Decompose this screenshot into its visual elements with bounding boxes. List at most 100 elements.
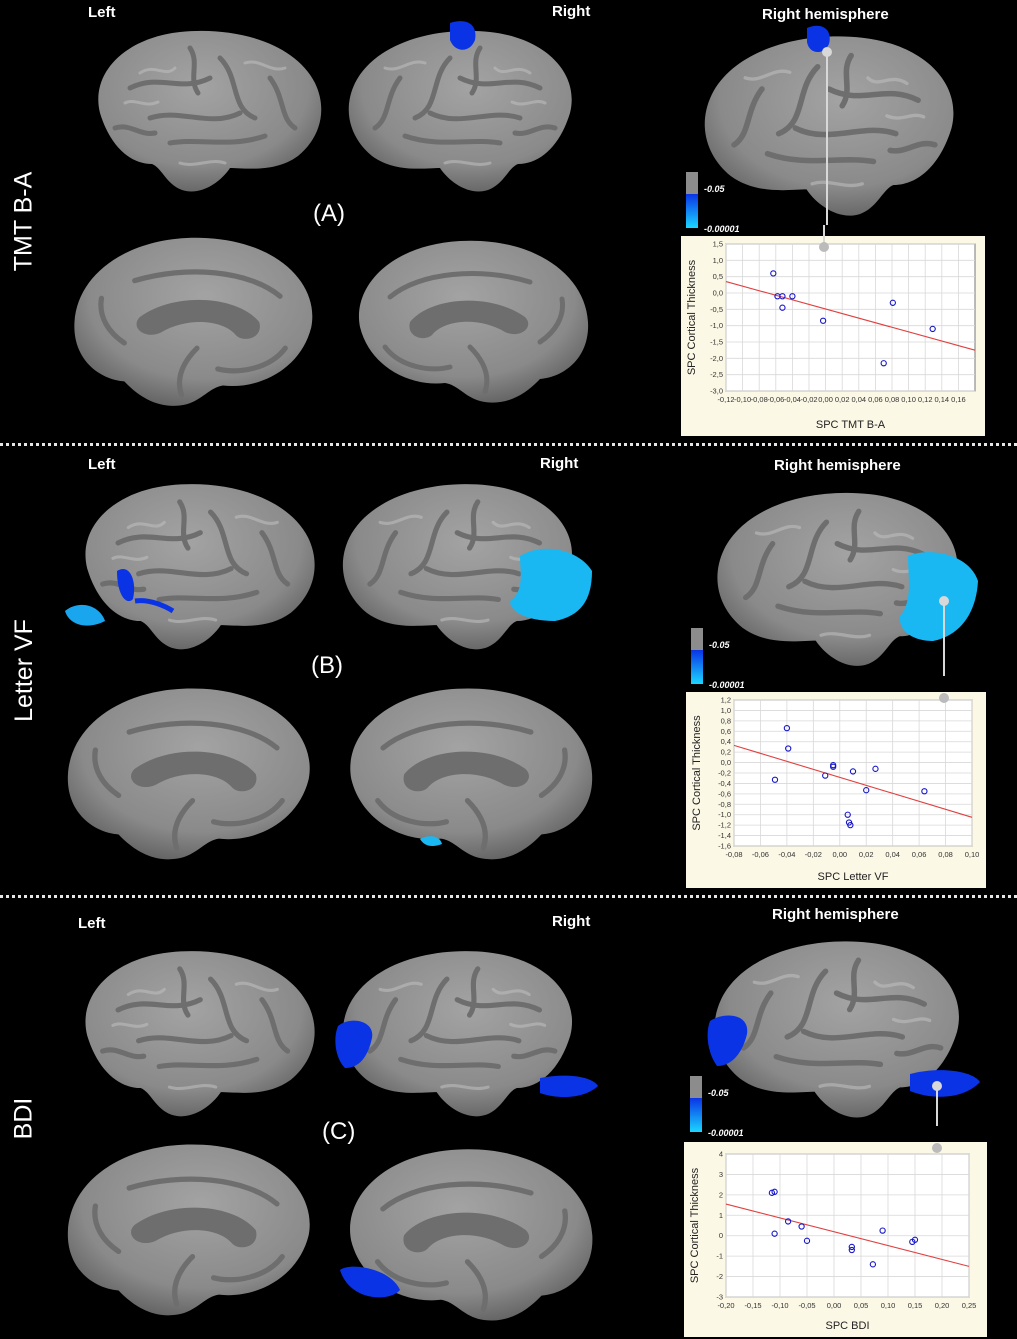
data-point [779,293,786,300]
cluster-highlight [450,21,476,50]
y-tick-label: 0,5 [713,272,723,281]
y-tick-label: 0,0 [721,758,731,767]
x-tick-label: 0,06 [868,395,883,404]
data-point [848,1246,855,1254]
y-tick-label: -0,8 [718,800,731,809]
rh-brain [708,476,978,676]
rh-brain [695,25,985,225]
data-point [771,776,779,783]
y-tick-label: -0,6 [718,789,731,798]
panel-divider [0,443,1017,446]
right-medial-brain [340,1130,605,1330]
y-axis-label: SPC Cortical Thickness [686,259,698,375]
x-tick-label: -0,15 [744,1301,761,1310]
data-point [784,1218,792,1225]
y-tick-label: -1,2 [718,821,731,830]
y-tick-label: 2 [719,1190,723,1199]
rh-label: Right hemisphere [772,906,899,923]
right-lateral-brain [335,938,598,1123]
x-tick-label: -0,08 [725,850,742,859]
rh-brain [707,926,980,1126]
y-tick-label: -0,5 [710,305,723,314]
x-tick-label: 0,10 [965,850,980,859]
x-tick-label: -0,05 [798,1301,815,1310]
left-lateral-brain [65,471,325,656]
x-tick-label: 0,15 [908,1301,923,1310]
y-tick-label: -2,0 [710,354,723,363]
y-tick-label: 3 [719,1170,723,1179]
x-axis-label: SPC TMT B-A [816,419,886,431]
y-axis-label: SPC Cortical Thickness [691,715,703,831]
data-point [863,787,870,794]
data-point [872,765,879,772]
y-tick-label: -1,4 [718,831,731,840]
x-tick-label: 0,16 [951,395,966,404]
data-point [848,1243,855,1251]
regression-line [725,1203,970,1267]
data-point [921,788,928,795]
y-tick-label: 0,6 [721,727,731,736]
x-tick-label: -0,10 [771,1301,788,1310]
left-medial-brain [55,1130,330,1320]
y-tick-label: 0,0 [713,289,723,298]
x-tick-label: 0,04 [885,850,900,859]
y-tick-label: 0,8 [721,716,731,725]
y-tick-label: -1 [716,1252,723,1261]
left-hemisphere-label: Left [78,915,106,932]
y-tick-label: 0 [719,1231,723,1240]
data-point [830,763,837,770]
y-tick-label: -3,0 [710,387,723,396]
data-point [803,1237,811,1244]
left-hemisphere-label: Left [88,456,116,473]
x-axis-label: SPC Letter VF [818,871,889,883]
rh-label: Right hemisphere [774,457,901,474]
left-hemisphere-label: Left [88,4,116,21]
x-tick-label: 0,10 [901,395,916,404]
right-medial-brain [330,674,605,864]
data-point [849,768,857,775]
x-axis-label: SPC BDI [825,1320,869,1332]
y-tick-label: -3 [716,1293,723,1302]
y-tick-label: 4 [719,1150,723,1159]
panel-c: BDI Left Right Right hemisphere (C) -0.0… [0,898,1017,1339]
x-tick-label: -0,06 [752,850,769,859]
panel-c-side-label: BDI [9,1097,38,1140]
right-lateral-brain [330,471,592,656]
left-medial-brain [62,222,332,412]
connector-a [819,225,829,252]
panel-b: Letter VF Left Right Right hemisphere (B… [0,446,1017,894]
x-tick-label: 0,00 [827,1301,842,1310]
y-tick-label: -1,0 [710,321,723,330]
colorbar: -0.05 -0.00001 [686,172,740,234]
panel-letter: (B) [311,652,343,679]
left-medial-brain [55,674,330,864]
panel-divider [0,895,1017,898]
connector-c [932,1143,942,1153]
data-point [822,772,829,779]
y-tick-label: -0,2 [718,769,731,778]
chart-b: -0,08 -0,06 -0,04 -0,02 0,00 0,02 0,04 0,06 0,08… [691,696,980,884]
x-tick-label: 0,20 [935,1301,950,1310]
y-tick-label: -2,5 [710,370,723,379]
colorbar: -0.05 -0.00001 [691,628,745,690]
y-axis-label: SPC Cortical Thickness [689,1167,701,1283]
panel-a: TMT B-A Left Right Right hemisphere (A) … [0,0,1017,442]
rh-label: Right hemisphere [762,6,889,23]
x-tick-label: -0,04 [784,395,801,404]
x-tick-label: 0,12 [918,395,933,404]
x-tick-label: -0,02 [800,395,817,404]
right-hemisphere-label: Right [552,913,591,930]
x-tick-label: 0,02 [835,395,850,404]
data-point [911,1236,919,1243]
right-lateral-brain [340,21,600,198]
data-point [771,1230,778,1237]
x-tick-label: 0,14 [934,395,949,404]
plot-area [725,243,976,392]
plot-area [725,1153,970,1298]
panel-letter: (C) [322,1118,356,1145]
data-point [770,270,777,277]
y-tick-label: 1,0 [721,706,731,715]
data-point [879,1227,886,1234]
x-tick-label: -0,10 [734,395,751,404]
data-point [785,745,792,752]
